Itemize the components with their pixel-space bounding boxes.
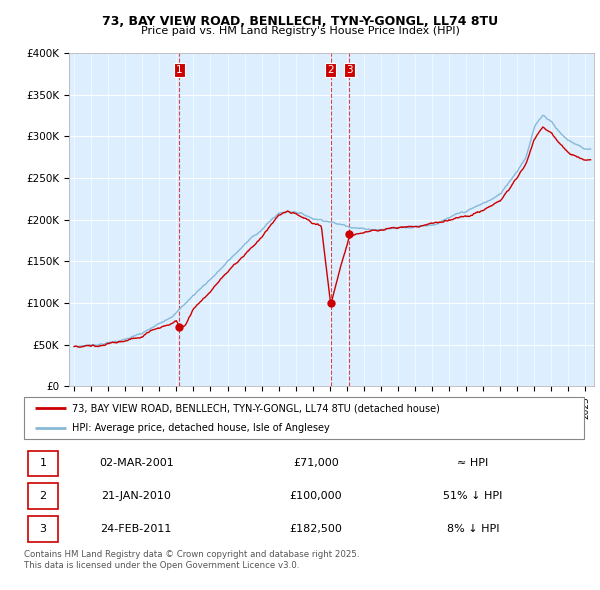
Text: £100,000: £100,000 (289, 491, 342, 501)
Text: Contains HM Land Registry data © Crown copyright and database right 2025.: Contains HM Land Registry data © Crown c… (24, 550, 359, 559)
Text: 21-JAN-2010: 21-JAN-2010 (101, 491, 171, 501)
Text: 2: 2 (40, 491, 47, 501)
Text: 1: 1 (176, 65, 182, 75)
Text: This data is licensed under the Open Government Licence v3.0.: This data is licensed under the Open Gov… (24, 560, 299, 569)
Text: 8% ↓ HPI: 8% ↓ HPI (446, 524, 499, 534)
Text: 3: 3 (40, 524, 47, 534)
Text: HPI: Average price, detached house, Isle of Anglesey: HPI: Average price, detached house, Isle… (71, 423, 329, 433)
Text: 02-MAR-2001: 02-MAR-2001 (99, 458, 173, 468)
Text: 24-FEB-2011: 24-FEB-2011 (101, 524, 172, 534)
Text: ≈ HPI: ≈ HPI (457, 458, 488, 468)
FancyBboxPatch shape (28, 451, 58, 476)
Text: 1: 1 (40, 458, 47, 468)
Text: 73, BAY VIEW ROAD, BENLLECH, TYN-Y-GONGL, LL74 8TU: 73, BAY VIEW ROAD, BENLLECH, TYN-Y-GONGL… (102, 15, 498, 28)
Text: 2: 2 (328, 65, 334, 75)
Text: 51% ↓ HPI: 51% ↓ HPI (443, 491, 502, 501)
FancyBboxPatch shape (28, 516, 58, 542)
Text: £182,500: £182,500 (289, 524, 342, 534)
FancyBboxPatch shape (24, 397, 584, 439)
Text: Price paid vs. HM Land Registry's House Price Index (HPI): Price paid vs. HM Land Registry's House … (140, 26, 460, 36)
Text: 73, BAY VIEW ROAD, BENLLECH, TYN-Y-GONGL, LL74 8TU (detached house): 73, BAY VIEW ROAD, BENLLECH, TYN-Y-GONGL… (71, 403, 440, 413)
Text: 3: 3 (346, 65, 353, 75)
FancyBboxPatch shape (28, 483, 58, 509)
Text: £71,000: £71,000 (293, 458, 338, 468)
